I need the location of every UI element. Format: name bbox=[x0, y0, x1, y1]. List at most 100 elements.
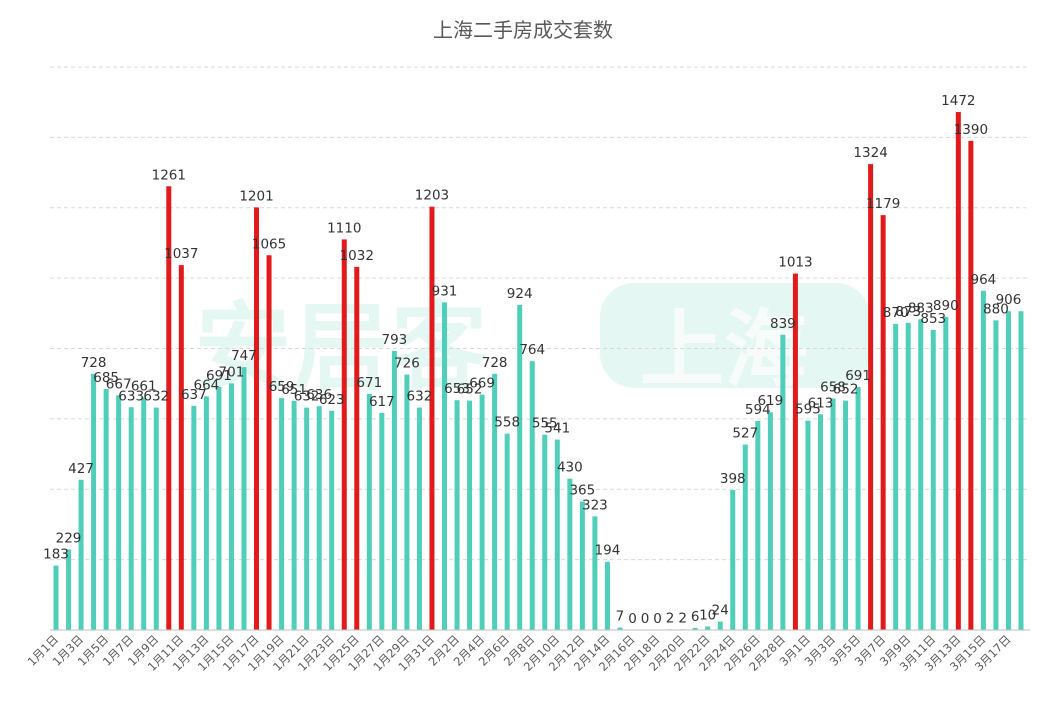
bar bbox=[542, 434, 548, 630]
data-label: 651 bbox=[281, 382, 307, 398]
bar bbox=[479, 394, 485, 630]
data-label: 661 bbox=[131, 378, 157, 394]
gridlines bbox=[50, 66, 1030, 561]
data-label: 632 bbox=[407, 389, 433, 405]
bar bbox=[178, 265, 184, 630]
bar bbox=[391, 350, 397, 630]
bar bbox=[191, 405, 197, 630]
bar bbox=[53, 565, 59, 630]
bar bbox=[880, 215, 886, 630]
bar bbox=[216, 386, 222, 630]
data-label: 669 bbox=[469, 376, 495, 392]
bar bbox=[805, 420, 811, 630]
data-label: 541 bbox=[544, 421, 570, 437]
data-label: 427 bbox=[68, 461, 94, 477]
bar bbox=[780, 334, 786, 630]
data-label: 906 bbox=[996, 292, 1022, 308]
data-label: 880 bbox=[983, 301, 1009, 317]
data-label: 652 bbox=[457, 382, 483, 398]
data-label: 2 bbox=[666, 610, 675, 626]
data-label: 839 bbox=[770, 316, 796, 332]
bar bbox=[517, 304, 523, 630]
bar bbox=[905, 322, 911, 630]
bar bbox=[254, 207, 260, 630]
data-label: 853 bbox=[920, 311, 946, 327]
data-label: 527 bbox=[732, 426, 758, 442]
bar bbox=[141, 397, 147, 630]
data-label: 1261 bbox=[152, 167, 186, 183]
bar bbox=[1005, 311, 1011, 630]
data-label: 1065 bbox=[252, 236, 286, 252]
data-label: 2 bbox=[678, 610, 687, 626]
data-label: 430 bbox=[557, 460, 583, 476]
bar bbox=[91, 373, 97, 630]
bar bbox=[604, 561, 610, 630]
data-label: 652 bbox=[833, 382, 859, 398]
bar bbox=[66, 549, 72, 630]
bar bbox=[279, 398, 285, 630]
bar bbox=[1018, 311, 1024, 630]
data-label: 194 bbox=[595, 543, 621, 559]
bar bbox=[529, 361, 535, 630]
data-label: 728 bbox=[81, 355, 107, 371]
data-label: 691 bbox=[845, 368, 871, 384]
bar bbox=[379, 412, 385, 630]
bar bbox=[717, 621, 723, 630]
data-label: 873 bbox=[895, 304, 921, 320]
data-label: 0 bbox=[641, 611, 650, 627]
bar bbox=[266, 255, 272, 630]
data-label: 870 bbox=[883, 305, 909, 321]
data-label: 685 bbox=[93, 370, 119, 386]
data-label: 728 bbox=[482, 355, 508, 371]
data-label: 667 bbox=[106, 376, 132, 392]
data-label: 691 bbox=[206, 368, 232, 384]
bar bbox=[893, 323, 899, 630]
data-label: 0 bbox=[653, 611, 662, 627]
data-label: 636 bbox=[306, 387, 332, 403]
data-label: 747 bbox=[231, 348, 257, 364]
bar bbox=[742, 444, 748, 630]
data-label: 658 bbox=[820, 379, 846, 395]
bar bbox=[705, 626, 711, 630]
bar bbox=[366, 393, 372, 630]
data-label: 10 bbox=[699, 607, 716, 623]
bar bbox=[442, 302, 448, 630]
data-label: 653 bbox=[444, 381, 470, 397]
bar bbox=[329, 410, 335, 630]
data-label: 365 bbox=[569, 483, 595, 499]
bar bbox=[103, 388, 109, 630]
bars bbox=[53, 112, 1024, 631]
bar bbox=[554, 439, 560, 630]
bar bbox=[843, 400, 849, 630]
data-label: 1472 bbox=[941, 93, 975, 109]
data-label: 7 bbox=[616, 609, 625, 625]
data-label: 632 bbox=[143, 389, 169, 405]
data-label: 594 bbox=[745, 402, 771, 418]
data-label: 659 bbox=[269, 379, 295, 395]
bar bbox=[930, 329, 936, 630]
data-label: 664 bbox=[193, 377, 219, 393]
chart-title: 上海二手房成交套数 bbox=[433, 18, 613, 42]
bar bbox=[203, 396, 209, 630]
bar bbox=[792, 273, 798, 630]
bar bbox=[492, 373, 498, 630]
data-labels: 1832294277286856676336616321261103763766… bbox=[43, 93, 1021, 627]
bar bbox=[968, 140, 974, 630]
data-label: 398 bbox=[720, 471, 746, 487]
bar bbox=[855, 386, 861, 630]
data-label: 764 bbox=[519, 342, 545, 358]
data-label: 1324 bbox=[853, 145, 887, 161]
data-label: 613 bbox=[808, 395, 834, 411]
bar bbox=[980, 290, 986, 630]
bar bbox=[166, 186, 172, 631]
bar bbox=[404, 374, 410, 630]
bar bbox=[304, 407, 310, 630]
data-label: 558 bbox=[494, 415, 520, 431]
bar bbox=[692, 627, 698, 630]
x-axis: 1月1日1月3日1月5日1月7日1月9日1月11日1月13日1月15日1月17日… bbox=[25, 629, 1030, 674]
data-label: 1390 bbox=[954, 122, 988, 138]
bar bbox=[617, 627, 623, 630]
bar bbox=[730, 489, 736, 630]
data-label: 632 bbox=[294, 389, 320, 405]
